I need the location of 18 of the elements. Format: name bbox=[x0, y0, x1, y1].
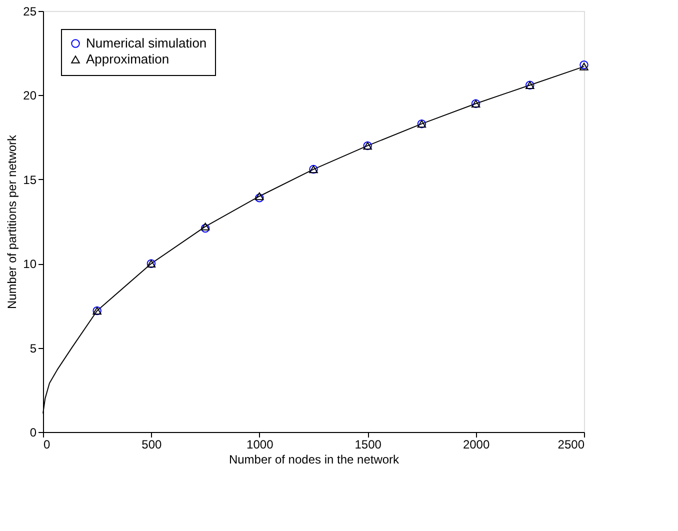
x-tick-label: 2000 bbox=[462, 438, 490, 452]
x-tick-label: 2500 bbox=[558, 438, 585, 452]
x-tick-label: 500 bbox=[142, 438, 162, 452]
point bbox=[200, 222, 210, 230]
y-tick-label: 15 bbox=[23, 172, 37, 187]
y-tick-label: 0 bbox=[30, 426, 37, 440]
legend-label: Approximation bbox=[86, 52, 170, 66]
y-axis-title: Number of partitions per network bbox=[5, 134, 20, 310]
y-tick-label: 25 bbox=[23, 4, 37, 18]
x-tick-label: 1000 bbox=[246, 438, 274, 452]
y-tick-label: 10 bbox=[23, 257, 37, 272]
legend-label: Numerical simulation bbox=[86, 36, 207, 50]
y-tick-label: 20 bbox=[23, 88, 37, 103]
x-axis-title: Number of nodes in the network bbox=[228, 452, 400, 466]
point bbox=[200, 224, 210, 233]
y-tick-label: 5 bbox=[30, 341, 37, 356]
x-tick-label: 0 bbox=[44, 438, 50, 452]
x-tick-label: 1500 bbox=[354, 438, 382, 452]
